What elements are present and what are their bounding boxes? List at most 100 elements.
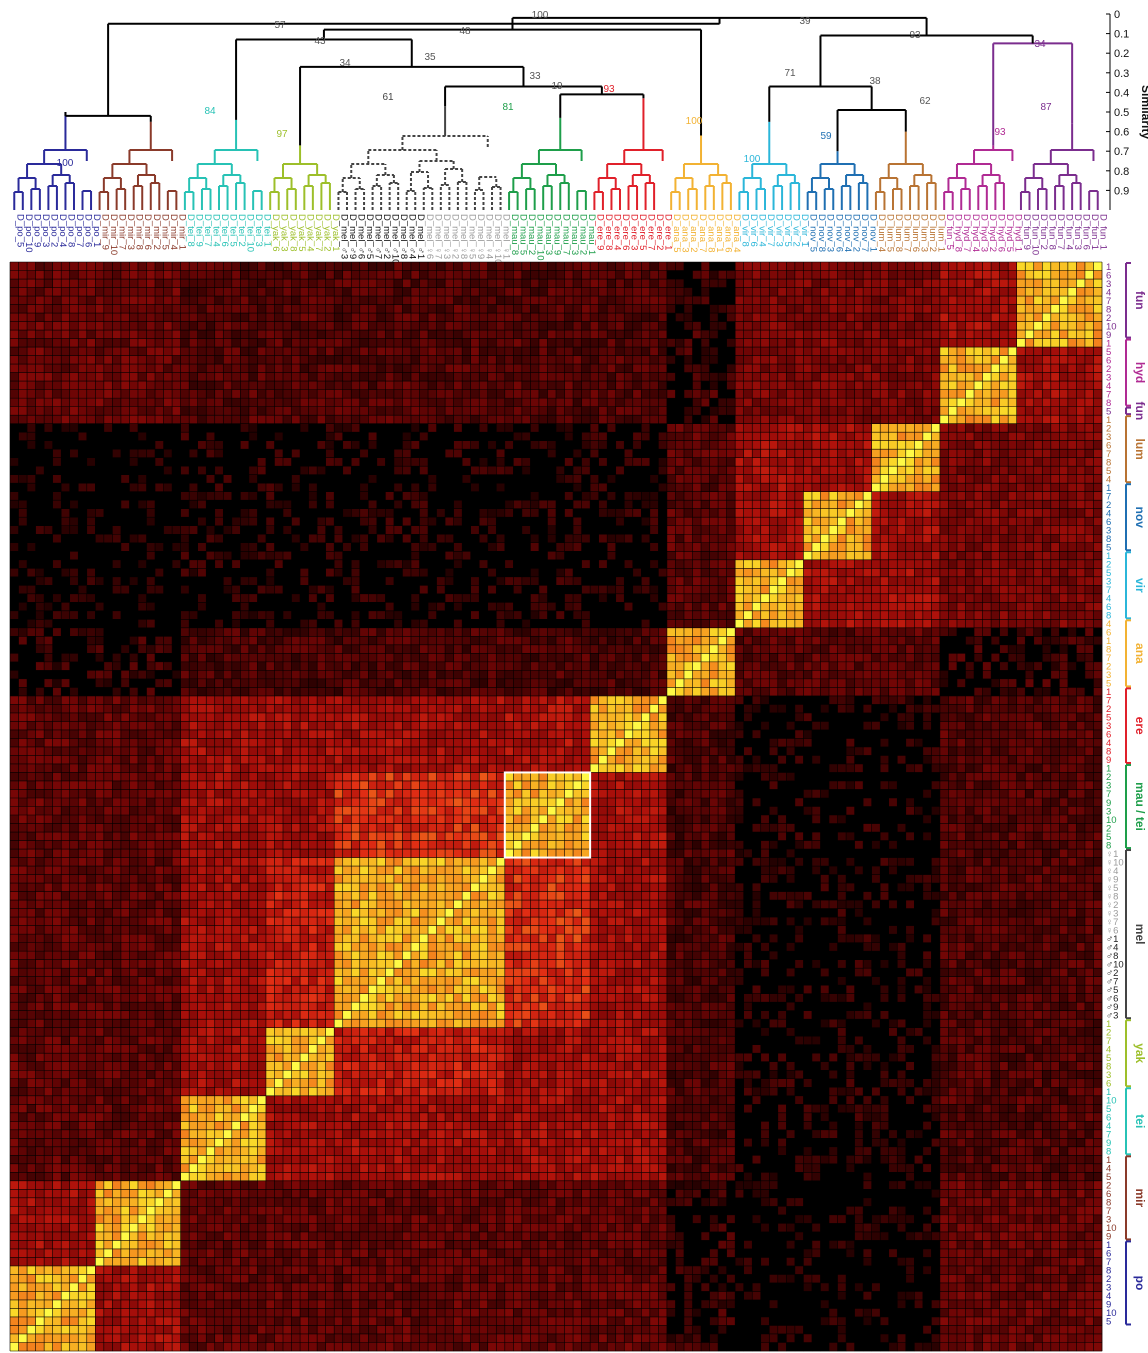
heatmap-cell bbox=[794, 491, 804, 501]
heatmap-cell bbox=[846, 398, 855, 407]
heatmap-cell bbox=[231, 270, 241, 280]
heatmap-cell bbox=[155, 304, 164, 314]
heatmap-cell bbox=[112, 406, 122, 416]
heatmap-cell bbox=[385, 287, 395, 297]
heatmap-cell bbox=[649, 287, 659, 297]
heatmap-cell bbox=[521, 525, 531, 535]
heatmap-cell bbox=[683, 381, 693, 390]
heatmap-cell bbox=[709, 330, 719, 339]
heatmap-cell bbox=[982, 457, 992, 467]
heatmap-cell bbox=[863, 347, 872, 356]
heatmap-cell bbox=[718, 423, 727, 433]
heatmap-cell bbox=[769, 304, 779, 314]
heatmap-cell bbox=[649, 270, 659, 280]
heatmap-cell bbox=[197, 389, 207, 399]
heatmap-cell bbox=[1042, 364, 1052, 373]
heatmap-cell bbox=[538, 330, 548, 339]
heatmap-cell bbox=[410, 491, 420, 501]
heatmap-cell bbox=[743, 423, 753, 433]
heatmap-cell bbox=[487, 296, 497, 305]
heatmap-cell bbox=[146, 500, 156, 510]
heatmap-cell bbox=[794, 500, 804, 510]
heatmap-cell bbox=[52, 296, 62, 305]
heatmap-cell bbox=[888, 279, 898, 288]
heatmap-cell bbox=[948, 279, 958, 288]
heatmap-cell bbox=[829, 517, 838, 527]
heatmap-cell bbox=[197, 457, 207, 467]
heatmap-cell bbox=[197, 551, 207, 561]
heatmap-cell bbox=[769, 338, 779, 348]
heatmap-cell bbox=[829, 262, 838, 271]
heatmap-cell bbox=[35, 517, 45, 527]
heatmap-cell bbox=[1084, 474, 1094, 484]
heatmap-cell bbox=[769, 415, 779, 424]
heatmap-cell bbox=[86, 381, 96, 390]
heatmap-cell bbox=[632, 483, 642, 493]
heatmap-cell bbox=[914, 296, 924, 305]
heatmap-cell bbox=[283, 355, 292, 365]
heatmap-cell bbox=[999, 534, 1009, 544]
heatmap-cell bbox=[10, 279, 19, 288]
heatmap-cell bbox=[69, 415, 79, 424]
heatmap-cell bbox=[112, 372, 122, 382]
heatmap-cell bbox=[590, 296, 599, 305]
heatmap-cell bbox=[743, 372, 753, 382]
heatmap-cell bbox=[1025, 517, 1035, 527]
heatmap-cell bbox=[223, 279, 233, 288]
heatmap-cell bbox=[1084, 398, 1094, 407]
heatmap-cell bbox=[35, 483, 45, 493]
heatmap-cell bbox=[120, 372, 130, 382]
heatmap-cell bbox=[69, 321, 79, 331]
heatmap-cell bbox=[974, 466, 983, 475]
heatmap-cell bbox=[462, 287, 471, 297]
heatmap-cell bbox=[308, 474, 318, 484]
heatmap-cell bbox=[52, 517, 62, 527]
heatmap-cell bbox=[27, 381, 36, 390]
heatmap-cell bbox=[18, 534, 28, 544]
heatmap-cell bbox=[905, 287, 915, 297]
heatmap-cell bbox=[1008, 406, 1017, 416]
heatmap-cell bbox=[1050, 423, 1060, 433]
heatmap-cell bbox=[692, 355, 702, 365]
heatmap-cell bbox=[1067, 381, 1077, 390]
heatmap-cell bbox=[274, 440, 284, 450]
heatmap-cell bbox=[78, 321, 88, 331]
heatmap-cell bbox=[402, 338, 412, 348]
heatmap-cell bbox=[308, 398, 318, 407]
heatmap-cell bbox=[436, 389, 446, 399]
heatmap-cell bbox=[359, 440, 369, 450]
heatmap-cell bbox=[155, 449, 164, 458]
heatmap-cell bbox=[811, 534, 821, 544]
heatmap-cell bbox=[61, 508, 71, 518]
heatmap-cell bbox=[10, 364, 19, 373]
heatmap-cell bbox=[214, 449, 224, 458]
heatmap-cell bbox=[581, 432, 591, 441]
heatmap-cell bbox=[982, 355, 992, 365]
heatmap-cell bbox=[129, 364, 139, 373]
heatmap-cell bbox=[274, 270, 284, 280]
heatmap-cell bbox=[632, 525, 642, 535]
heatmap-cell bbox=[641, 525, 651, 535]
heatmap-cell bbox=[206, 355, 216, 365]
heatmap-cell bbox=[496, 432, 506, 441]
heatmap-cell bbox=[649, 483, 659, 493]
heatmap-cell bbox=[428, 457, 437, 467]
heatmap-cell bbox=[35, 304, 45, 314]
heatmap-cell bbox=[803, 313, 813, 322]
heatmap-cell bbox=[385, 542, 395, 552]
heatmap-cell bbox=[829, 364, 838, 373]
heatmap-cell bbox=[214, 517, 224, 527]
heatmap-cell bbox=[658, 440, 668, 450]
heatmap-cell bbox=[317, 449, 326, 458]
top-sample-label: D_fun_8 bbox=[1047, 214, 1058, 250]
heatmap-cell bbox=[1093, 338, 1103, 348]
heatmap-cell bbox=[223, 338, 233, 348]
heatmap-cell bbox=[479, 440, 489, 450]
heatmap-cell bbox=[453, 262, 463, 271]
heatmap-cell bbox=[897, 355, 907, 365]
heatmap-cell bbox=[1033, 474, 1043, 484]
heatmap-cell bbox=[837, 449, 847, 458]
heatmap-cell bbox=[573, 500, 582, 510]
heatmap-cell bbox=[820, 483, 830, 493]
heatmap-cell bbox=[214, 525, 224, 535]
